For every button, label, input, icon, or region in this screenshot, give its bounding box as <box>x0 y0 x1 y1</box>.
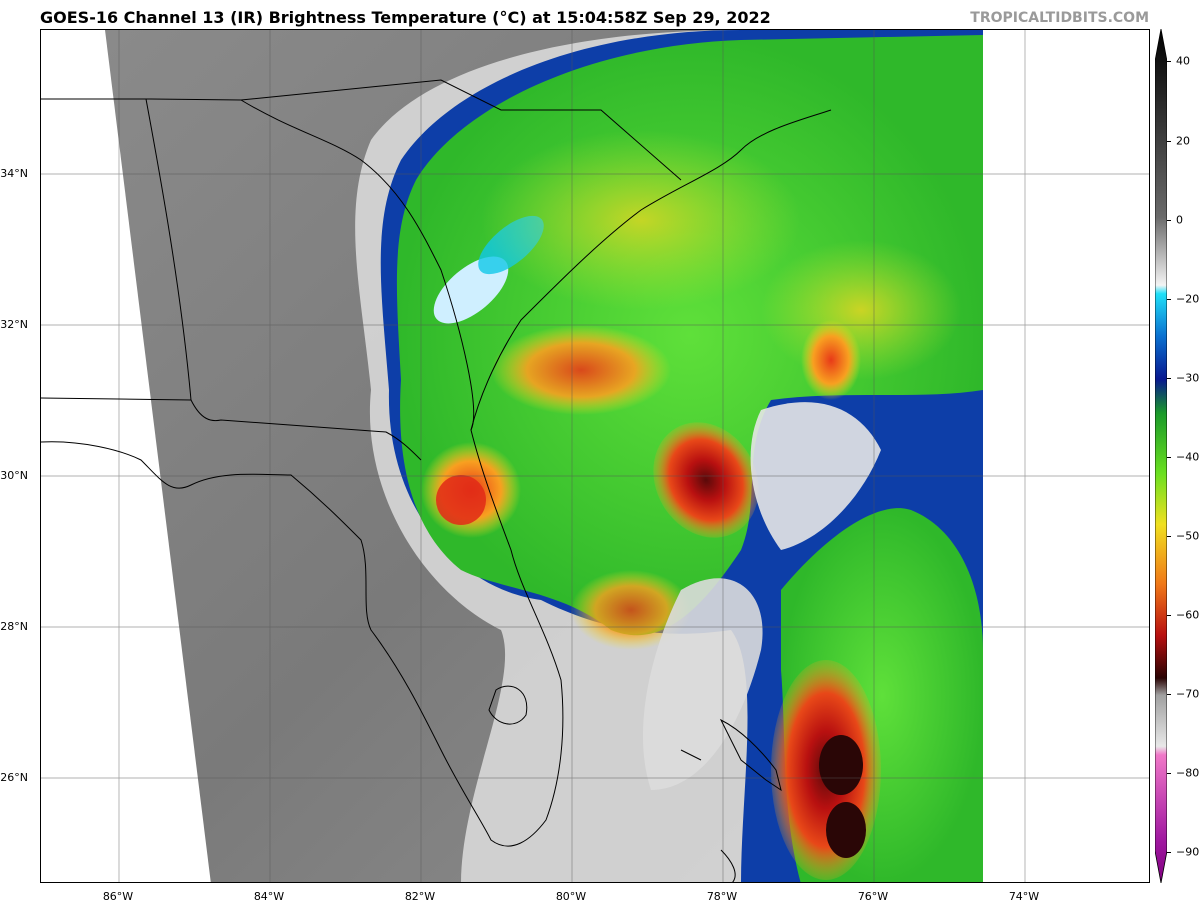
colorbar-label: −30 <box>1176 371 1200 385</box>
colorbar-tick <box>1167 299 1171 300</box>
colorbar-label: 0 <box>1176 213 1183 227</box>
lat-label: 26°N <box>0 771 28 784</box>
lon-label: 82°W <box>404 890 436 903</box>
lon-label: 86°W <box>102 890 134 903</box>
colorbar-label: 40 <box>1176 54 1190 68</box>
colorbar-tick <box>1167 220 1171 221</box>
lon-label: 78°W <box>706 890 738 903</box>
colorbar-tick <box>1167 61 1171 62</box>
convection-cell-north <box>653 422 759 538</box>
map-title: GOES-16 Channel 13 (IR) Brightness Tempe… <box>40 8 771 27</box>
coastlines <box>41 79 832 882</box>
colorbar-label: 20 <box>1176 134 1190 148</box>
colorbar-tick <box>1167 852 1171 853</box>
colorbar-label: −60 <box>1176 608 1200 622</box>
lat-label: 34°N <box>0 167 28 180</box>
colorbar-tick <box>1167 141 1171 142</box>
colorbar-label: −50 <box>1176 529 1200 543</box>
satellite-map <box>40 29 1150 883</box>
colorbar-label: −90 <box>1176 845 1200 859</box>
colorbar-label: −20 <box>1176 292 1200 306</box>
lon-label: 74°W <box>1008 890 1040 903</box>
lon-label: 84°W <box>253 890 285 903</box>
lat-label: 28°N <box>0 620 28 633</box>
colorbar-tick <box>1167 615 1171 616</box>
lat-label: 32°N <box>0 318 28 331</box>
colorbar-label: −80 <box>1176 766 1200 780</box>
colorbar-tick <box>1167 457 1171 458</box>
lon-label: 76°W <box>857 890 889 903</box>
colorbar-tick <box>1167 694 1171 695</box>
colorbar-tick <box>1167 773 1171 774</box>
graticule <box>41 30 1149 882</box>
lon-label: 80°W <box>555 890 587 903</box>
colorbar-tick <box>1167 378 1171 379</box>
colorbar-label: −40 <box>1176 450 1200 464</box>
lat-label: 30°N <box>0 469 28 482</box>
satellite-image <box>41 30 1149 882</box>
colorbar <box>1155 29 1167 883</box>
colorbar-tick <box>1167 536 1171 537</box>
colorbar-label: −70 <box>1176 687 1200 701</box>
site-credit[interactable]: TROPICALTIDBITS.COM <box>970 10 1149 26</box>
